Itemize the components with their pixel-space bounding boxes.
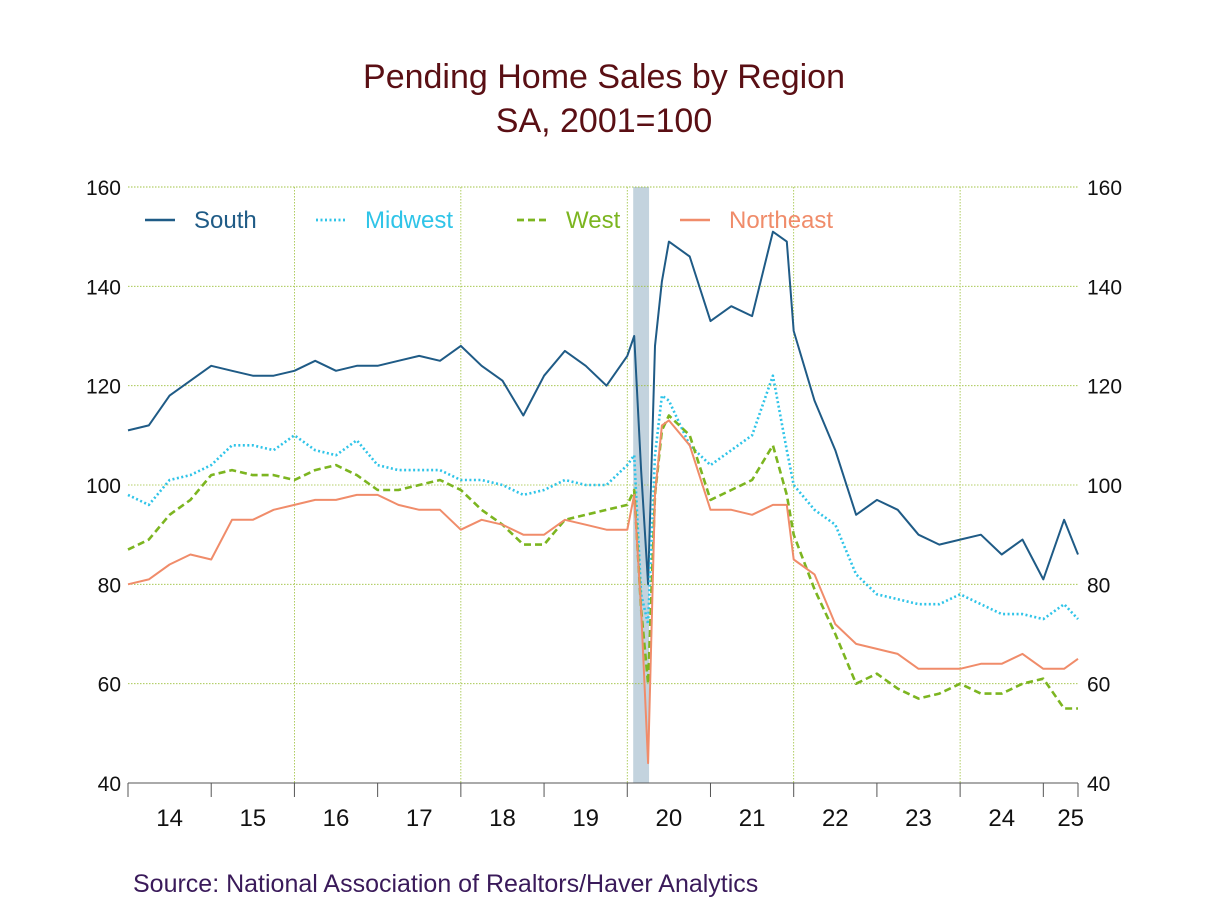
- x-tick-label: 15: [239, 805, 266, 832]
- legend-label-south: South: [194, 207, 257, 234]
- y-tick-label-right: 160: [1087, 177, 1122, 200]
- x-tick-label: 23: [905, 805, 932, 832]
- series-line-midwest: [127, 374, 1079, 626]
- x-tick-label: 14: [156, 805, 183, 832]
- x-tick-label: 18: [489, 805, 516, 832]
- y-tick-label-left: 120: [86, 376, 121, 399]
- x-tick-label: 17: [406, 805, 433, 832]
- x-tick-label: 16: [323, 805, 350, 832]
- y-tick-label-right: 80: [1087, 574, 1110, 597]
- legend-label-midwest: Midwest: [365, 207, 453, 234]
- series-lines: [127, 230, 1079, 765]
- y-tick-label-right: 140: [1087, 276, 1122, 299]
- y-tick-label-right: 100: [1087, 475, 1122, 498]
- series-line-west: [127, 414, 1078, 710]
- legend: South Midwest West Northeast: [145, 207, 833, 234]
- series-line-south: [127, 230, 1079, 586]
- y-tick-label-left: 100: [86, 475, 121, 498]
- x-tick-label: 22: [822, 805, 849, 832]
- y-tick-label-right: 120: [1087, 376, 1122, 399]
- y-tick-label-left: 160: [86, 177, 121, 200]
- y-tick-label-left: 140: [86, 276, 121, 299]
- series-line-northeast: [127, 419, 1079, 765]
- y-tick-label-left: 40: [98, 773, 121, 796]
- x-tick-label: 21: [739, 805, 766, 832]
- y-tick-label-right: 40: [1087, 773, 1110, 796]
- axes: 40 40 60 60 80 80 100 100 120 120 140 140 160 160 14 15…: [86, 177, 1122, 832]
- y-tick-label-left: 60: [98, 674, 121, 697]
- legend-label-west: West: [566, 207, 621, 234]
- x-tick-label: 25: [1057, 805, 1084, 832]
- y-tick-label-left: 80: [98, 574, 121, 597]
- x-tick-label: 19: [572, 805, 599, 832]
- x-tick-label: 20: [656, 805, 683, 832]
- y-tick-label-right: 60: [1087, 674, 1110, 697]
- source-note: Source: National Association of Realtors…: [133, 870, 759, 898]
- chart-subtitle: SA, 2001=100: [495, 102, 713, 140]
- legend-label-northeast: Northeast: [729, 207, 833, 234]
- x-tick-label: 24: [988, 805, 1015, 832]
- chart-title: Pending Home Sales by Region: [363, 58, 845, 96]
